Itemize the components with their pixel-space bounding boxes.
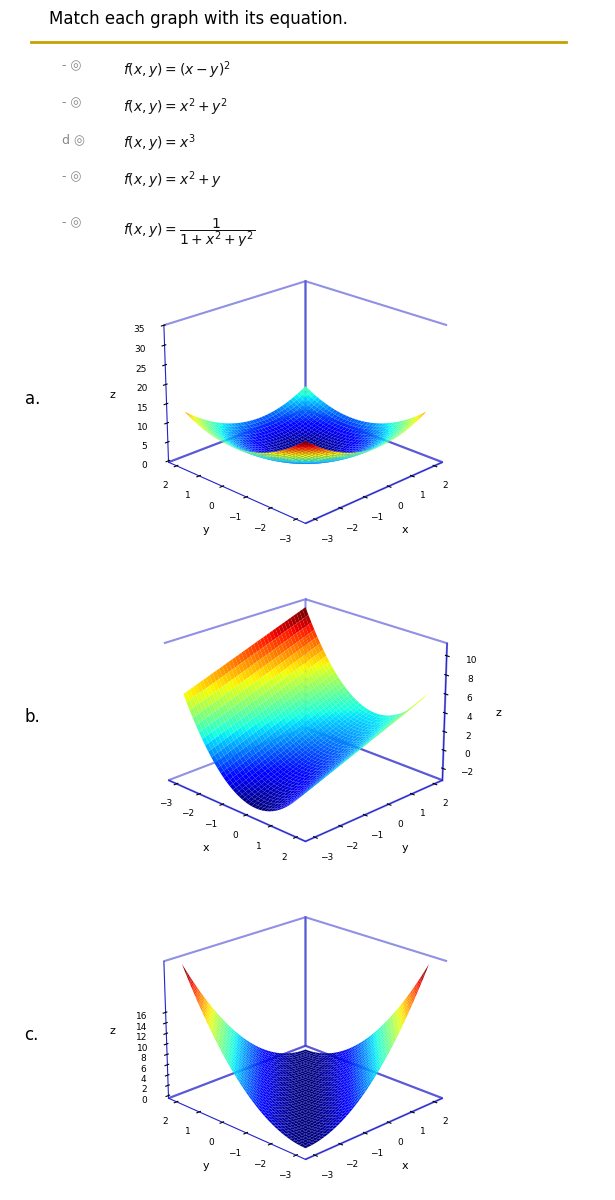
- Text: d ◎: d ◎: [62, 133, 84, 146]
- Y-axis label: y: y: [203, 1160, 210, 1171]
- Text: - ◎: - ◎: [62, 59, 81, 72]
- Text: - ◎: - ◎: [62, 169, 81, 182]
- Y-axis label: y: y: [203, 524, 210, 535]
- X-axis label: x: x: [402, 1160, 408, 1171]
- Text: - ◎: - ◎: [62, 96, 81, 109]
- Y-axis label: y: y: [402, 842, 408, 853]
- X-axis label: x: x: [203, 842, 210, 853]
- X-axis label: x: x: [402, 524, 408, 535]
- Text: b.: b.: [25, 708, 41, 726]
- Text: a.: a.: [25, 390, 40, 408]
- Text: Match each graph with its equation.: Match each graph with its equation.: [49, 10, 348, 28]
- Text: c.: c.: [25, 1026, 39, 1044]
- Text: $f(x, y) = x^3$: $f(x, y) = x^3$: [123, 133, 196, 155]
- Text: $f(x, y) = (x - y)^2$: $f(x, y) = (x - y)^2$: [123, 59, 231, 80]
- Text: $f(x, y) = \dfrac{1}{1 + x^2 + y^2}$: $f(x, y) = \dfrac{1}{1 + x^2 + y^2}$: [123, 216, 255, 251]
- Text: $f(x, y) = x^2 + y$: $f(x, y) = x^2 + y$: [123, 169, 222, 191]
- Text: $f(x, y) = x^2 + y^2$: $f(x, y) = x^2 + y^2$: [123, 96, 228, 118]
- Text: - ◎: - ◎: [62, 216, 81, 229]
